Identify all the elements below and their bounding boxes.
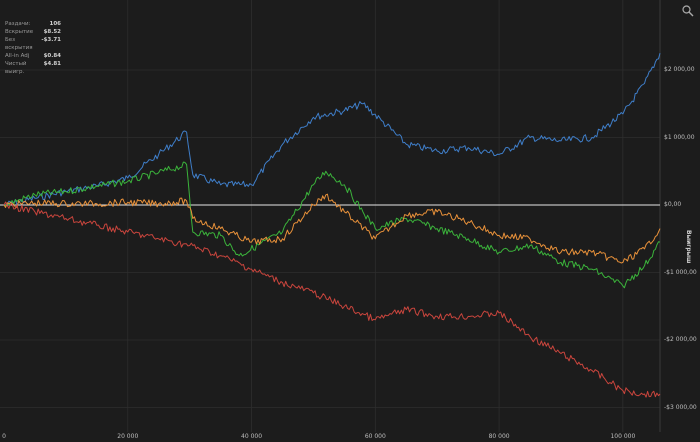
stat-value: 106 xyxy=(49,21,61,27)
stat-row: Без вскрытия -$3.71 xyxy=(5,36,61,52)
zoom-icon[interactable] xyxy=(681,3,695,17)
stat-row: All-in Adj $0.84 xyxy=(5,52,61,60)
stat-label: All-in Adj xyxy=(5,53,30,59)
series-line-2 xyxy=(3,193,661,264)
stat-value: $4.81 xyxy=(43,61,61,67)
stat-label: Вскрытие xyxy=(5,29,34,35)
stat-value: -$3.71 xyxy=(41,37,61,43)
grid-lines xyxy=(0,0,661,432)
stat-label: Чистый выигр. xyxy=(5,61,27,75)
series-line-3 xyxy=(3,201,661,398)
y-tick-label: -$2 000,00 xyxy=(664,336,697,343)
stat-row: Чистый выигр. $4.81 xyxy=(5,60,61,76)
stat-row: Вскрытие $8.52 xyxy=(5,28,61,36)
x-tick-label: 80 000 xyxy=(488,433,510,440)
stats-panel: Раздачи: 106 Вскрытие $8.52 Без вскрытия -$… xyxy=(5,20,61,76)
series-line-0 xyxy=(3,52,661,206)
stat-label: Раздачи: xyxy=(5,21,31,27)
y-tick-label: $0,00 xyxy=(664,201,682,208)
stat-row: Раздачи: 106 xyxy=(5,20,61,28)
series-line-1 xyxy=(3,161,661,289)
series-lines xyxy=(3,52,661,398)
x-tick-label: 100 000 xyxy=(610,433,636,440)
y-tick-label: -$3 000,00 xyxy=(664,403,697,411)
x-tick-label: 20 000 xyxy=(117,433,139,440)
y-axis-label: Выигрыш xyxy=(685,230,692,264)
y-tick-label: -$1 000,00 xyxy=(664,268,697,276)
x-tick-label: 60 000 xyxy=(364,433,386,440)
stat-value: $8.52 xyxy=(43,29,61,35)
x-tick-label: 40 000 xyxy=(241,433,263,440)
x-tick-label: 0 xyxy=(2,433,6,440)
stat-value: $0.84 xyxy=(43,53,61,59)
y-tick-label: $1 000,00 xyxy=(664,133,695,141)
stat-label: Без вскрытия xyxy=(5,37,33,51)
y-tick-label: $2 000,00 xyxy=(664,66,695,73)
